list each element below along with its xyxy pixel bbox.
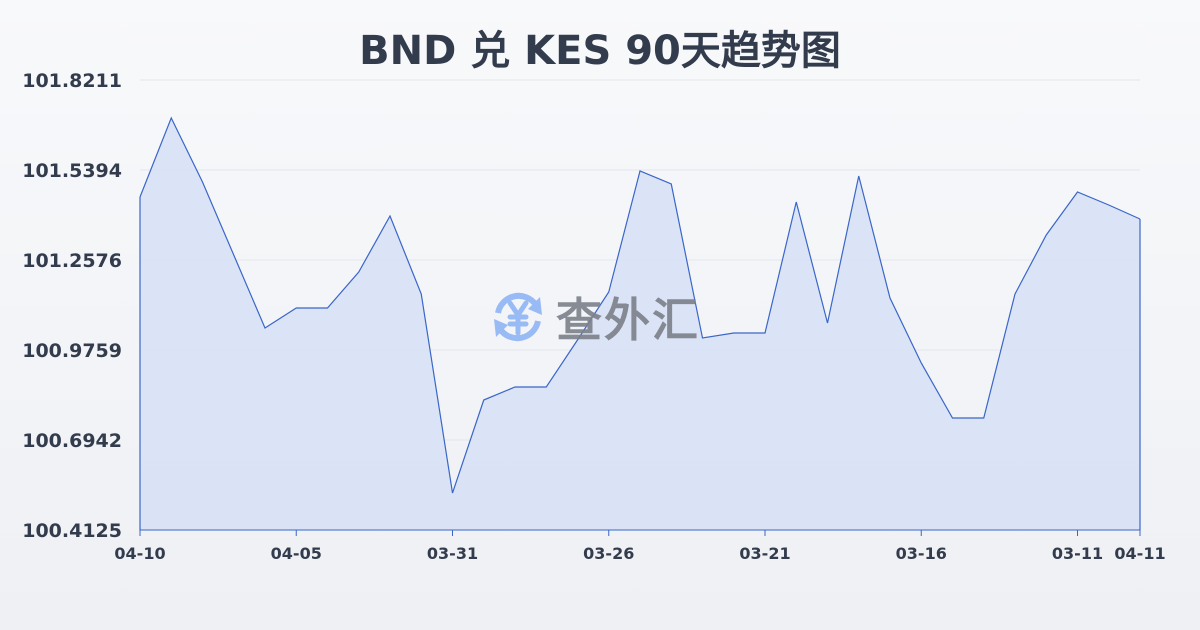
x-tick-label: 04-10 (114, 544, 165, 563)
area-fill (140, 117, 1140, 530)
x-tick-label: 03-11 (1052, 544, 1103, 563)
chart-title: BND 兑 KES 90天趋势图 (359, 28, 841, 74)
y-tick-label: 100.6942 (22, 430, 122, 452)
y-tick-label: 101.8211 (22, 70, 122, 92)
y-tick-label: 100.9759 (22, 340, 122, 362)
y-tick-label: 101.5394 (22, 160, 122, 182)
x-tick-label: 04-11 (1114, 544, 1165, 563)
yen-exchange-icon (494, 292, 542, 342)
x-tick-label: 03-21 (739, 544, 790, 563)
x-tick-label: 03-16 (896, 544, 947, 563)
watermark-text: 查外汇 (556, 293, 700, 347)
x-tick-label: 04-05 (271, 544, 322, 563)
x-tick-label: 03-26 (583, 544, 634, 563)
x-tick-label: 03-31 (427, 544, 478, 563)
y-tick-label: 101.2576 (22, 250, 122, 272)
y-tick-label: 100.4125 (22, 520, 122, 542)
watermark: 查外汇 (488, 284, 700, 350)
